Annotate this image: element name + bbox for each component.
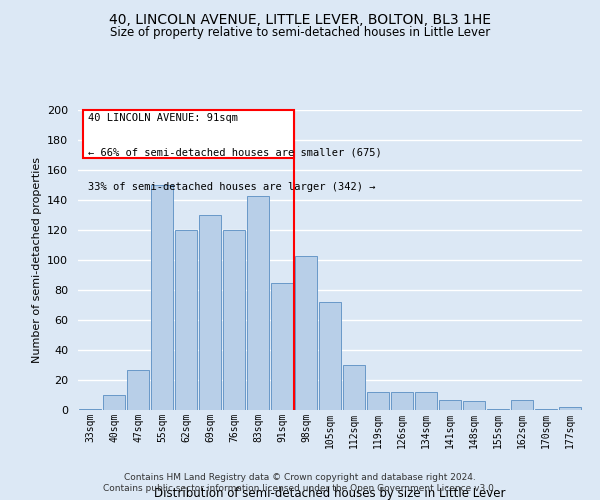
Text: Size of property relative to semi-detached houses in Little Lever: Size of property relative to semi-detach… (110, 26, 490, 39)
Bar (367, 392, 389, 410)
Text: ← 66% of semi-detached houses are smaller (675): ← 66% of semi-detached houses are smalle… (88, 148, 382, 158)
Text: 40, LINCOLN AVENUE, LITTLE LEVER, BOLTON, BL3 1HE: 40, LINCOLN AVENUE, LITTLE LEVER, BOLTON… (109, 12, 491, 26)
Bar (223, 230, 245, 410)
Bar (343, 365, 365, 410)
Text: 40 LINCOLN AVENUE: 91sqm: 40 LINCOLN AVENUE: 91sqm (88, 113, 238, 123)
Bar (463, 401, 485, 410)
Bar (391, 392, 413, 410)
Bar (415, 392, 437, 410)
X-axis label: Distribution of semi-detached houses by size in Little Lever: Distribution of semi-detached houses by … (154, 487, 506, 500)
Bar (103, 395, 125, 410)
Bar (319, 302, 341, 410)
Bar (439, 400, 461, 410)
Bar (535, 408, 557, 410)
Bar (559, 407, 581, 410)
Bar (295, 256, 317, 410)
Bar (487, 408, 509, 410)
Text: 33% of semi-detached houses are larger (342) →: 33% of semi-detached houses are larger (… (88, 182, 376, 192)
Bar (175, 230, 197, 410)
Bar (79, 408, 101, 410)
Bar (511, 400, 533, 410)
Y-axis label: Number of semi-detached properties: Number of semi-detached properties (32, 157, 41, 363)
Bar (247, 196, 269, 410)
Bar (127, 370, 149, 410)
Bar (271, 282, 293, 410)
Bar (199, 215, 221, 410)
Text: Contains public sector information licensed under the Open Government Licence v3: Contains public sector information licen… (103, 484, 497, 493)
Text: Contains HM Land Registry data © Crown copyright and database right 2024.: Contains HM Land Registry data © Crown c… (124, 472, 476, 482)
FancyBboxPatch shape (83, 110, 294, 158)
Bar (151, 185, 173, 410)
